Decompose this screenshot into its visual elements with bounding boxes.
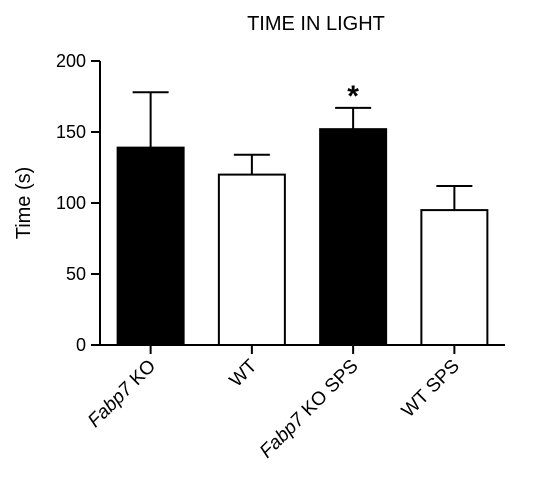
y-tick-label: 0	[76, 335, 86, 355]
x-tick-label: WT	[226, 355, 262, 391]
y-tick-label: 150	[56, 122, 86, 142]
x-tick-label: Fabp7 KO	[84, 356, 160, 432]
x-tick-label-text: KO SPS	[294, 356, 363, 425]
bar	[420, 209, 489, 346]
significance-star: *	[347, 80, 359, 113]
y-tick-label: 200	[56, 51, 86, 71]
bar	[319, 128, 388, 346]
bar	[116, 146, 185, 346]
x-tick-label: WT SPS	[398, 356, 464, 422]
y-tick-label: 100	[56, 193, 86, 213]
x-tick-label-text: WT	[226, 355, 262, 391]
x-tick-label: Fabp7 KO SPS	[256, 356, 363, 463]
y-tick-label: 50	[66, 264, 86, 284]
chart-title: TIME IN LIGHT	[247, 13, 385, 35]
x-tick-label-text: WT SPS	[398, 356, 464, 422]
y-axis-label: Time (s)	[13, 167, 35, 240]
bar	[217, 173, 286, 346]
